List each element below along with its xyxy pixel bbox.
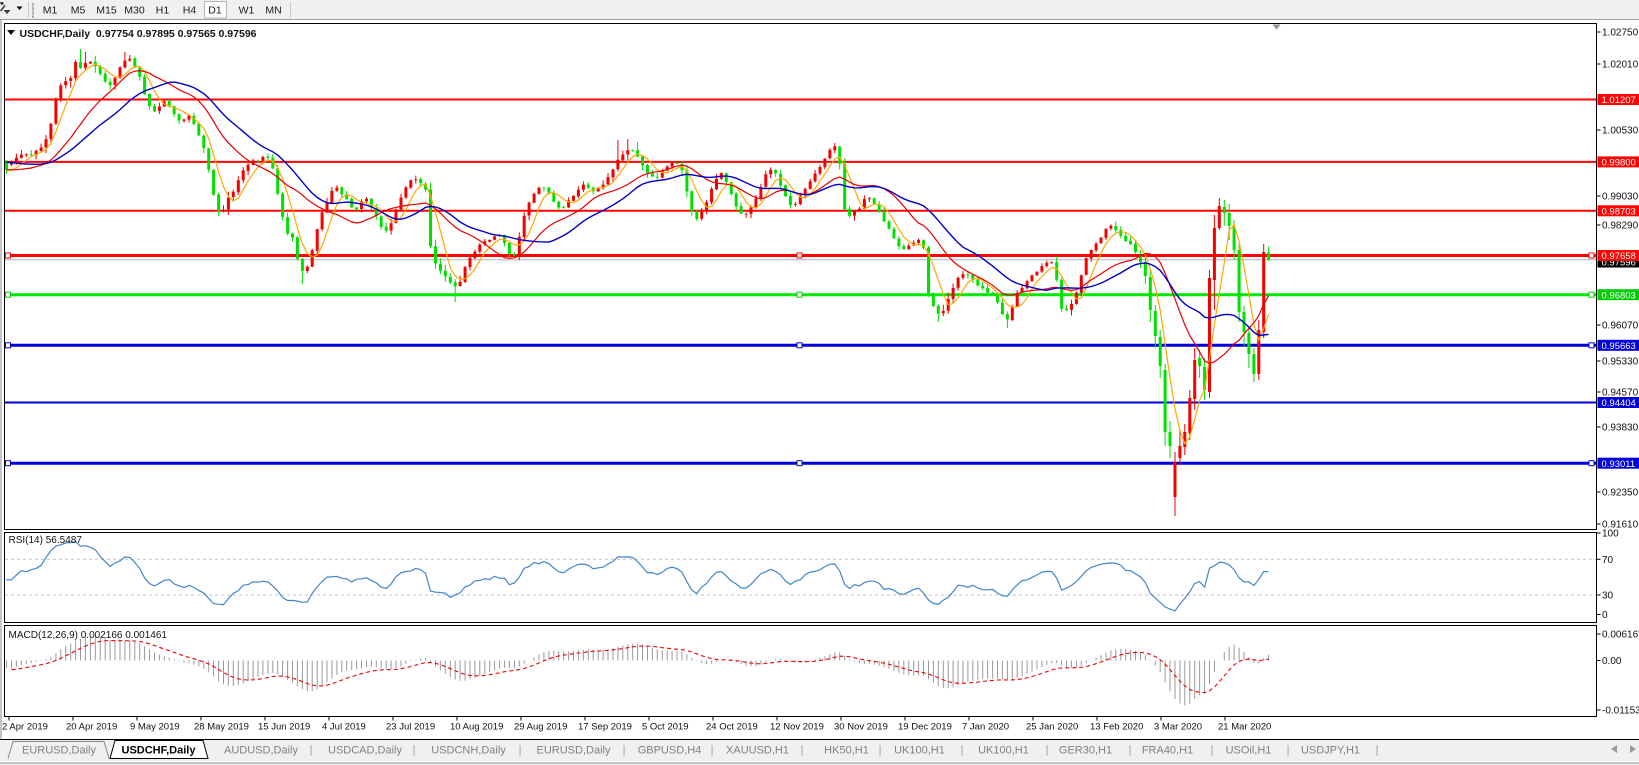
svg-text:28 May 2019: 28 May 2019	[194, 722, 249, 733]
svg-text:|: |	[801, 744, 804, 756]
svg-text:W1: W1	[239, 5, 255, 17]
svg-text:25 Jan 2020: 25 Jan 2020	[1026, 722, 1078, 733]
svg-text:H4: H4	[183, 5, 197, 17]
svg-text:M30: M30	[124, 5, 145, 17]
svg-text:1.00530: 1.00530	[1602, 126, 1639, 137]
svg-text:1.02750: 1.02750	[1602, 28, 1639, 39]
svg-text:0.98290: 0.98290	[1602, 221, 1639, 232]
svg-text:1.02010: 1.02010	[1602, 60, 1639, 71]
svg-text:0.99800: 0.99800	[1602, 158, 1636, 169]
svg-text:1.01207: 1.01207	[1602, 95, 1636, 106]
svg-text:GBPUSD,H4: GBPUSD,H4	[638, 745, 702, 757]
svg-text:|: |	[711, 744, 714, 756]
svg-text:12 Nov 2019: 12 Nov 2019	[770, 722, 824, 733]
svg-text:0.94404: 0.94404	[1602, 398, 1636, 409]
svg-text:|: |	[961, 744, 964, 756]
svg-text:UK100,H1: UK100,H1	[978, 745, 1029, 757]
svg-text:|: |	[879, 744, 882, 756]
svg-text:15 Jun 2019: 15 Jun 2019	[258, 722, 310, 733]
svg-text:0.97658: 0.97658	[1602, 251, 1636, 262]
svg-text:0.91610: 0.91610	[1602, 520, 1639, 531]
svg-text:20 Apr 2019: 20 Apr 2019	[66, 722, 117, 733]
svg-text:21 Mar 2020: 21 Mar 2020	[1218, 722, 1271, 733]
svg-text:USDCHF,Daily: USDCHF,Daily	[122, 745, 197, 757]
svg-text:19 Dec 2019: 19 Dec 2019	[898, 722, 952, 733]
svg-text:|: |	[519, 744, 522, 756]
svg-text:0.94570: 0.94570	[1602, 388, 1639, 399]
svg-text:|: |	[413, 744, 416, 756]
svg-text:7 Jan 2020: 7 Jan 2020	[962, 722, 1009, 733]
svg-text:MN: MN	[265, 5, 281, 17]
svg-text:0.92350: 0.92350	[1602, 488, 1639, 499]
svg-text:0.96803: 0.96803	[1602, 290, 1636, 301]
svg-text:D1: D1	[208, 5, 222, 17]
svg-text:|: |	[623, 744, 626, 756]
svg-text:0.93830: 0.93830	[1602, 423, 1639, 434]
svg-text:EURUSD,Daily: EURUSD,Daily	[22, 745, 96, 757]
svg-text:0.006167: 0.006167	[1602, 630, 1639, 641]
svg-text:|: |	[1376, 744, 1379, 756]
svg-text:XAUUSD,H1: XAUUSD,H1	[726, 745, 789, 757]
svg-text:M1: M1	[43, 5, 58, 17]
svg-text:USDCAD,Daily: USDCAD,Daily	[328, 745, 402, 757]
svg-text:3 Mar 2020: 3 Mar 2020	[1154, 722, 1202, 733]
svg-text:2 Apr 2019: 2 Apr 2019	[2, 722, 48, 733]
svg-text:H1: H1	[156, 5, 170, 17]
svg-text:0.95663: 0.95663	[1602, 341, 1636, 352]
svg-text:0.95330: 0.95330	[1602, 357, 1639, 368]
svg-text:17 Sep 2019: 17 Sep 2019	[578, 722, 632, 733]
svg-text:|: |	[1129, 744, 1132, 756]
svg-text:|: |	[1046, 744, 1049, 756]
svg-text:RSI(14) 56.5487: RSI(14) 56.5487	[9, 535, 83, 546]
svg-text:0.00: 0.00	[1602, 656, 1622, 667]
svg-text:-0.011531: -0.011531	[1602, 706, 1639, 717]
svg-text:23 Jul 2019: 23 Jul 2019	[386, 722, 435, 733]
svg-text:HK50,H1: HK50,H1	[824, 745, 869, 757]
svg-text:M5: M5	[71, 5, 86, 17]
svg-text:FRA40,H1: FRA40,H1	[1142, 745, 1193, 757]
svg-text:AUDUSD,Daily: AUDUSD,Daily	[224, 745, 298, 757]
svg-text:9 May 2019: 9 May 2019	[130, 722, 180, 733]
svg-text:0.97596: 0.97596	[1602, 258, 1636, 269]
svg-text:0.99030: 0.99030	[1602, 192, 1639, 203]
svg-text:USOil,H1: USOil,H1	[1226, 745, 1272, 757]
svg-text:24 Oct 2019: 24 Oct 2019	[706, 722, 758, 733]
svg-text:0.98703: 0.98703	[1602, 207, 1636, 218]
svg-text:EURUSD,Daily: EURUSD,Daily	[537, 745, 611, 757]
svg-text:30 Nov 2019: 30 Nov 2019	[834, 722, 888, 733]
svg-text:13 Feb 2020: 13 Feb 2020	[1090, 722, 1143, 733]
svg-text:30: 30	[1602, 591, 1614, 602]
svg-text:MACD(12,26,9) 0.002166 0.00146: MACD(12,26,9) 0.002166 0.001461	[9, 630, 168, 641]
svg-text:5 Oct 2019: 5 Oct 2019	[642, 722, 688, 733]
svg-text:0: 0	[1602, 610, 1608, 621]
svg-text:4 Jul 2019: 4 Jul 2019	[322, 722, 366, 733]
svg-text:USDCNH,Daily: USDCNH,Daily	[431, 745, 506, 757]
svg-text:UK100,H1: UK100,H1	[894, 745, 945, 757]
svg-text:|: |	[1211, 744, 1214, 756]
svg-text:USDCHF,Daily 0.97754 0.97895: USDCHF,Daily 0.97754 0.97895 0.97565 0.9…	[20, 28, 257, 40]
svg-text:70: 70	[1602, 555, 1614, 566]
svg-text:GER30,H1: GER30,H1	[1059, 745, 1112, 757]
svg-text:0.96070: 0.96070	[1602, 321, 1639, 332]
svg-text:10 Aug 2019: 10 Aug 2019	[450, 722, 503, 733]
svg-text:29 Aug 2019: 29 Aug 2019	[514, 722, 567, 733]
svg-text:|: |	[1287, 744, 1290, 756]
svg-text:|: |	[310, 744, 313, 756]
svg-text:USDJPY,H1: USDJPY,H1	[1301, 745, 1360, 757]
svg-text:0.93011: 0.93011	[1602, 459, 1636, 470]
svg-text:100: 100	[1602, 529, 1619, 540]
svg-text:M15: M15	[96, 5, 117, 17]
